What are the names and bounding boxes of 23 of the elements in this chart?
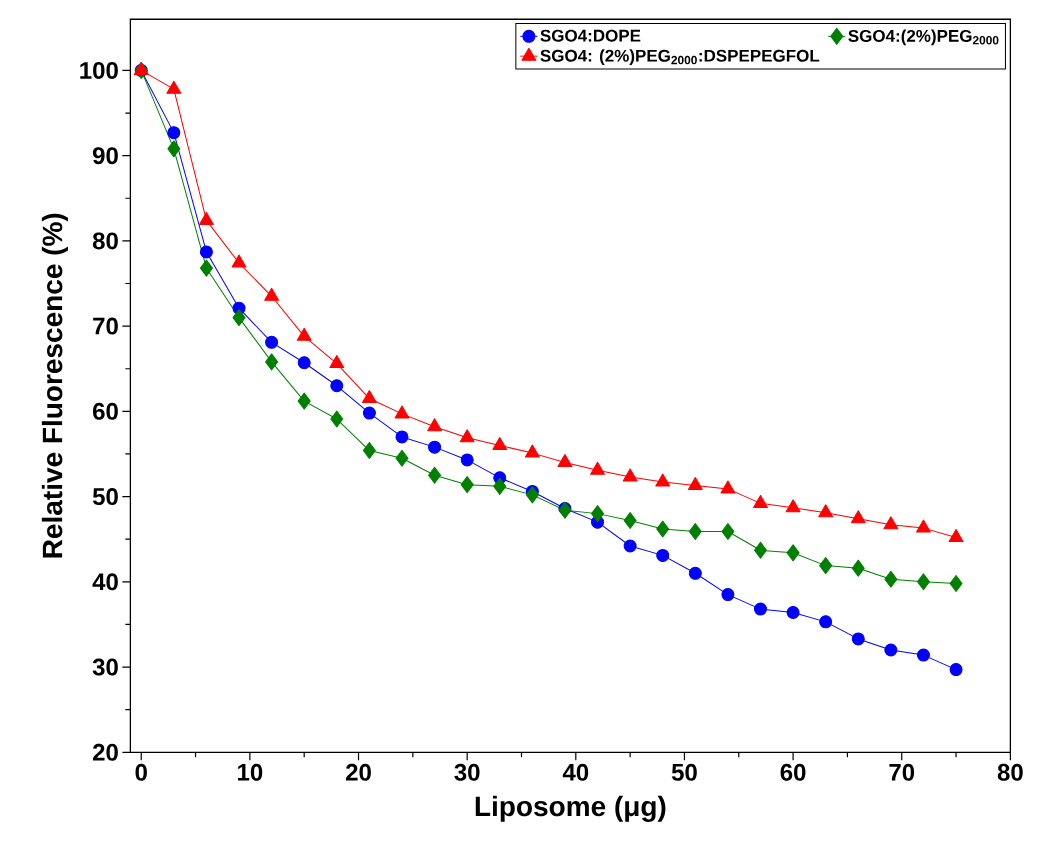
x-tick-label: 30 bbox=[454, 763, 480, 781]
y-tick-label: 100 bbox=[80, 61, 118, 79]
y-tick-label: 20 bbox=[92, 743, 118, 761]
x-tick-label: 10 bbox=[238, 763, 263, 781]
y-tick-label: 60 bbox=[93, 402, 118, 420]
legend-label: SGO4:DOPE bbox=[540, 29, 641, 42]
y-tick-label: 50 bbox=[92, 488, 118, 506]
x-tick-label: 20 bbox=[346, 763, 371, 781]
y-tick-label: 30 bbox=[92, 658, 118, 676]
x-tick-label: 50 bbox=[671, 763, 697, 781]
x-tick-label: 0 bbox=[135, 763, 147, 781]
y-tick-label: 80 bbox=[92, 232, 118, 250]
legend-label: SGO4:(2%)PEG$_{2000}$ bbox=[848, 29, 999, 46]
x-tick-label: 60 bbox=[780, 763, 806, 781]
y-tick-label: 70 bbox=[93, 317, 118, 335]
x-axis-title: Liposome (μg) bbox=[475, 795, 666, 822]
y-axis-title: Relative Fluorescence (%) bbox=[41, 213, 68, 558]
x-tick-label: 80 bbox=[997, 763, 1023, 781]
y-tick-label: 40 bbox=[92, 573, 118, 591]
legend-label: SGO4: (2%)PEG$_{2000}$:DSPEPEGFOL bbox=[540, 49, 820, 66]
y-tick-label: 90 bbox=[92, 147, 118, 165]
x-tick-label: 40 bbox=[562, 763, 589, 781]
x-tick-label: 70 bbox=[889, 763, 915, 781]
